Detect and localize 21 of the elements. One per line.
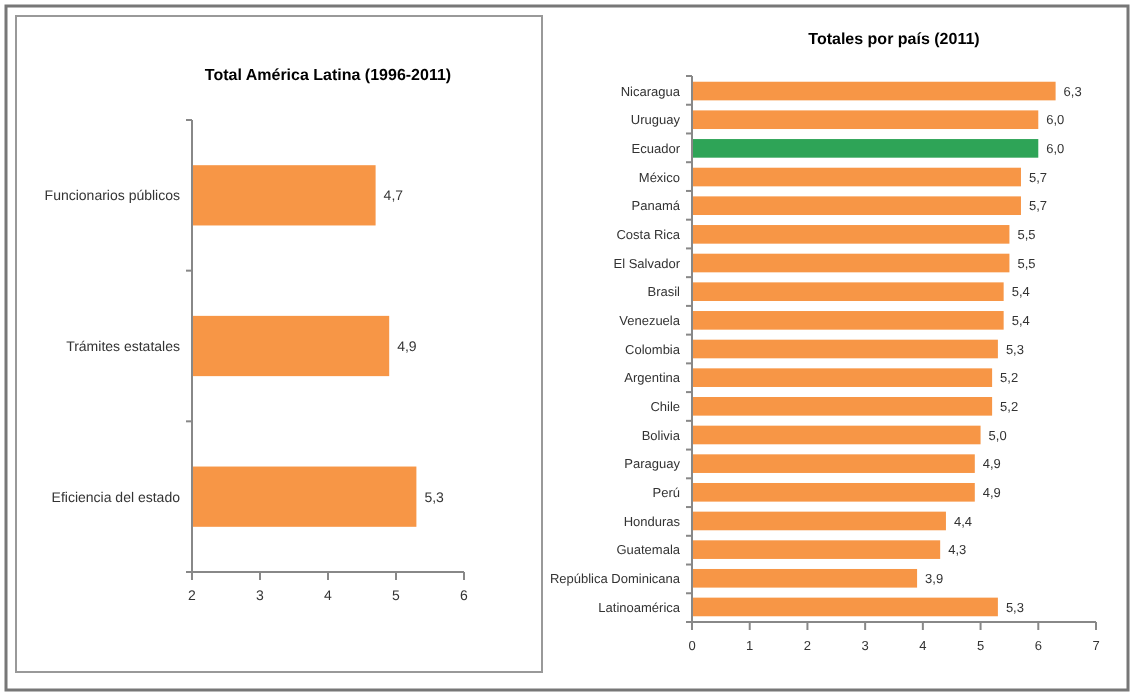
bar — [692, 196, 1021, 216]
bar — [692, 454, 975, 473]
bar — [692, 339, 998, 359]
bar — [692, 81, 1056, 101]
bar — [692, 368, 993, 387]
bar — [692, 139, 1039, 158]
bar — [692, 482, 975, 502]
chart-title: Totales por país (2011) — [808, 30, 981, 48]
bar — [692, 425, 981, 445]
bar — [692, 110, 1039, 130]
bar — [692, 397, 993, 416]
bar — [692, 282, 1004, 301]
bar — [692, 253, 1010, 273]
bar — [692, 167, 1021, 187]
bar — [692, 597, 998, 617]
chart-title: Total América Latina (1996-2011) — [204, 66, 452, 84]
bar — [692, 540, 941, 559]
bar — [692, 225, 1010, 244]
bar — [692, 568, 918, 588]
bar — [692, 311, 1004, 330]
bar — [692, 511, 946, 531]
